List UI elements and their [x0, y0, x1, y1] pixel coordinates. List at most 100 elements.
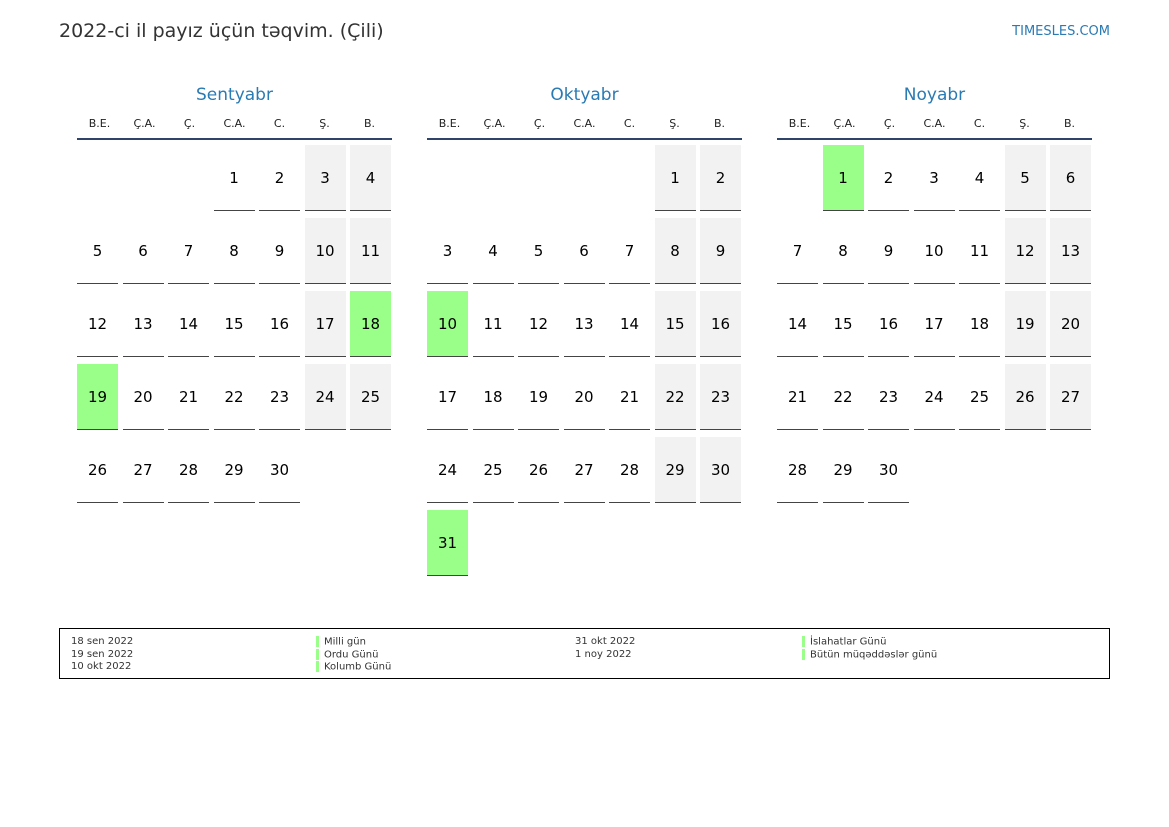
day-cell: 15: [822, 291, 864, 357]
month-calendar: Noyabr B.E. Ç.A. Ç. C.A. C. Ş. B. 1 2 3 4 5 6 7 8 9 10 1…: [777, 84, 1092, 580]
day-cell: 19: [1004, 291, 1046, 357]
day-cell: 17: [913, 291, 955, 357]
legend-dates-1: 18 sen 2022 19 sen 2022 10 okt 2022: [71, 636, 133, 674]
day-cell: 25: [959, 364, 1000, 430]
day-cell: 18: [472, 364, 514, 430]
day-cell: 1: [654, 145, 696, 211]
day-cell: 3: [913, 145, 955, 211]
day-cell: 24: [304, 364, 346, 430]
weekday-label: C.A.: [573, 117, 596, 130]
day-cell: 29: [654, 437, 696, 503]
day-cell: 16: [868, 291, 909, 357]
day-cell: 22: [213, 364, 255, 430]
day-cell: 18: [959, 291, 1000, 357]
day-cell: 6: [122, 218, 164, 284]
legend-holiday-name: Bütün müqəddəslər günü: [810, 649, 938, 660]
day-cell: 21: [168, 364, 209, 430]
day-cell: 13: [122, 291, 164, 357]
day-cell: 6: [1050, 145, 1091, 211]
month-calendar: Oktyabr B.E. Ç.A. Ç. C.A. C. Ş. B. 1 2 3 4 5 6 7 8 9 10…: [427, 84, 742, 580]
day-cell: 5: [518, 218, 559, 284]
holiday-legend: 18 sen 2022 19 sen 2022 10 okt 2022 Mill…: [59, 628, 1110, 679]
day-cell: 14: [168, 291, 209, 357]
day-cell: 4: [959, 145, 1000, 211]
weekday-label: B.: [1063, 117, 1076, 130]
legend-date: 10 okt 2022: [71, 661, 132, 672]
day-cell: 28: [777, 437, 818, 503]
site-link[interactable]: TIMESLES.COM: [1012, 24, 1110, 39]
day-grid: 1 2 3 4 5 6 7 8 9 10 11 12 13 14 15 16 17 18 19 20 21 22 23 24 2…: [427, 140, 742, 580]
weekday-label: B.: [363, 117, 376, 130]
weekday-label: Ç.A.: [483, 117, 506, 130]
day-cell: 1: [213, 145, 255, 211]
legend-item: Bütün müqəddəslər günü: [802, 648, 938, 662]
weekday-label: C.A.: [223, 117, 246, 130]
page-title: 2022-ci il payız üçün təqvim. (Çili): [59, 20, 384, 42]
day-cell: 27: [122, 437, 164, 503]
holiday-color-swatch: [802, 648, 805, 660]
day-cell: 30: [259, 437, 300, 503]
day-cell: 8: [213, 218, 255, 284]
weekday-label: B.E.: [788, 117, 811, 130]
holiday-day-cell: 31: [427, 510, 468, 576]
day-cell: 23: [868, 364, 909, 430]
day-cell: 20: [563, 364, 605, 430]
day-cell: 2: [868, 145, 909, 211]
legend-date: 31 okt 2022: [575, 636, 636, 647]
day-cell: 8: [654, 218, 696, 284]
day-cell: 22: [822, 364, 864, 430]
legend-holiday-name: Milli gün: [324, 636, 366, 648]
day-cell: 24: [913, 364, 955, 430]
day-cell: 23: [700, 364, 741, 430]
weekday-label: Ç.A.: [133, 117, 156, 130]
holiday-color-swatch: [802, 636, 805, 647]
legend-dates-2: 31 okt 2022 1 noy 2022: [575, 636, 635, 661]
day-cell: 10: [913, 218, 955, 284]
day-cell: 5: [77, 218, 118, 284]
legend-date: 18 sen 2022: [71, 636, 134, 647]
day-cell: 9: [700, 218, 741, 284]
day-cell: 16: [259, 291, 300, 357]
day-cell: 16: [700, 291, 741, 357]
day-cell: 11: [959, 218, 1000, 284]
day-cell: 26: [77, 437, 118, 503]
day-cell: 19: [518, 364, 559, 430]
day-cell: 21: [609, 364, 650, 430]
day-cell: 15: [213, 291, 255, 357]
day-cell: 14: [777, 291, 818, 357]
legend-holiday-name: Ordu Günü: [324, 649, 379, 660]
weekday-label: C.A.: [923, 117, 946, 130]
day-cell: 14: [609, 291, 650, 357]
day-cell: 13: [563, 291, 605, 357]
legend-item: İslahatlar Günü: [802, 636, 937, 649]
weekday-label: B.: [713, 117, 726, 130]
holiday-day-cell: 10: [427, 291, 468, 357]
weekday-label: Ç.: [883, 117, 896, 130]
legend-names-1: Milli gün Ordu Günü Kolumb Günü: [316, 636, 391, 674]
holiday-color-swatch: [316, 661, 319, 672]
holiday-color-swatch: [316, 648, 319, 660]
legend-holiday-name: Kolumb Günü: [324, 661, 392, 673]
day-cell: 21: [777, 364, 818, 430]
day-cell: 20: [122, 364, 164, 430]
day-cell: 11: [472, 291, 514, 357]
day-cell: 10: [304, 218, 346, 284]
day-cell: 12: [77, 291, 118, 357]
day-cell: 25: [350, 364, 391, 430]
legend-item: Ordu Günü: [316, 648, 391, 662]
day-cell: 12: [518, 291, 559, 357]
weekday-label: B.E.: [88, 117, 111, 130]
day-cell: 30: [868, 437, 909, 503]
holiday-day-cell: 19: [77, 364, 118, 430]
day-cell: 4: [472, 218, 514, 284]
day-cell: 4: [350, 145, 391, 211]
day-cell: 11: [350, 218, 391, 284]
day-cell: 15: [654, 291, 696, 357]
day-cell: 30: [700, 437, 741, 503]
month-name: Noyabr: [903, 85, 966, 105]
day-cell: 8: [822, 218, 864, 284]
day-cell: 20: [1050, 291, 1091, 357]
weekday-label: B.E.: [438, 117, 461, 130]
legend-item: Kolumb Günü: [316, 661, 391, 674]
